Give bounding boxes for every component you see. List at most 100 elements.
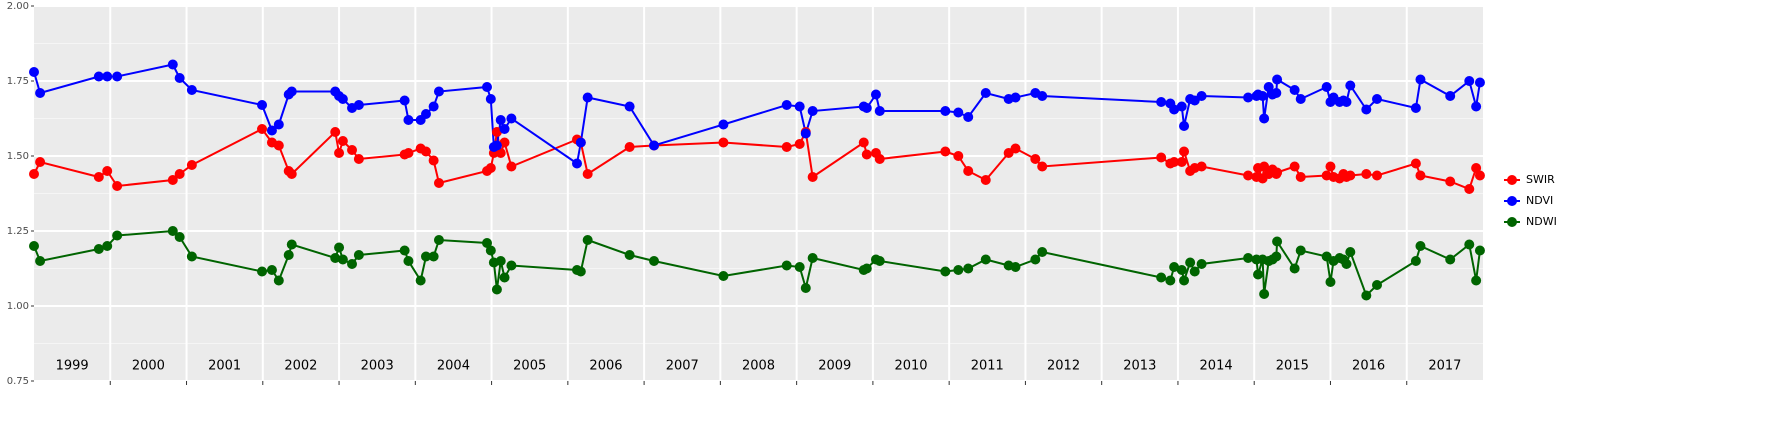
point	[1345, 170, 1356, 181]
point	[1165, 275, 1176, 286]
point	[506, 161, 517, 172]
point	[1169, 157, 1180, 167]
point	[963, 263, 974, 274]
point	[428, 251, 439, 262]
point	[624, 142, 635, 152]
point	[428, 155, 439, 166]
point	[1445, 91, 1456, 101]
point	[35, 88, 46, 98]
point	[482, 238, 493, 248]
point	[1010, 92, 1021, 103]
point	[1371, 280, 1382, 290]
point	[485, 245, 496, 256]
point	[1196, 161, 1207, 172]
point	[506, 260, 517, 271]
point	[499, 124, 510, 134]
point	[186, 160, 197, 170]
point	[1295, 245, 1306, 256]
point	[286, 86, 297, 97]
point	[1196, 259, 1207, 269]
point	[807, 253, 818, 263]
point	[491, 127, 502, 137]
point	[495, 148, 506, 158]
point	[257, 100, 268, 110]
year-label: 2009	[818, 359, 851, 374]
point	[1259, 113, 1270, 124]
point	[1361, 290, 1372, 301]
point	[337, 136, 348, 146]
point	[1176, 101, 1187, 112]
point	[420, 109, 431, 119]
point	[353, 250, 364, 260]
point	[112, 181, 123, 191]
point	[963, 166, 974, 176]
point	[330, 127, 341, 137]
year-label: 1999	[56, 359, 89, 374]
point	[1295, 94, 1306, 104]
point	[1253, 269, 1264, 280]
point	[807, 106, 818, 116]
point	[1010, 143, 1021, 154]
point	[1156, 272, 1167, 283]
point	[861, 103, 872, 113]
point	[807, 172, 818, 182]
point	[1010, 262, 1021, 272]
point	[1169, 104, 1180, 115]
point	[781, 100, 792, 110]
point	[1464, 184, 1475, 194]
point	[1189, 266, 1200, 277]
point	[1271, 88, 1282, 98]
point	[781, 142, 792, 152]
point	[1243, 253, 1254, 263]
point	[499, 272, 510, 283]
point	[1345, 247, 1356, 257]
point	[649, 256, 660, 266]
point	[953, 107, 964, 118]
point	[1030, 254, 1041, 265]
year-label: 2004	[437, 359, 470, 374]
point	[874, 106, 885, 116]
point	[102, 71, 113, 82]
point	[273, 119, 284, 130]
year-label: 2010	[894, 359, 927, 374]
point	[506, 113, 517, 124]
point	[167, 59, 178, 70]
year-label: 2015	[1276, 359, 1309, 374]
legend-label: SWIR	[1526, 173, 1555, 186]
point	[718, 137, 729, 148]
y-tick-label: 1.50	[7, 151, 29, 162]
point	[428, 101, 439, 112]
legend-marker	[1507, 217, 1517, 227]
point	[102, 241, 113, 251]
point	[794, 139, 805, 149]
point	[1415, 241, 1426, 251]
point	[403, 256, 414, 266]
point	[1289, 263, 1300, 274]
point	[485, 163, 496, 173]
point	[495, 256, 506, 266]
point	[794, 262, 805, 272]
point	[167, 226, 178, 236]
point	[718, 271, 729, 281]
y-tick-label: 1.75	[7, 76, 29, 87]
point	[1179, 121, 1190, 131]
year-label: 2002	[284, 359, 317, 374]
point	[286, 169, 297, 179]
y-tick-label: 0.75	[7, 376, 29, 387]
point	[1471, 101, 1482, 112]
point	[940, 266, 951, 277]
point	[624, 101, 635, 112]
point	[353, 100, 364, 110]
year-label: 2011	[971, 359, 1004, 374]
legend-label: NDWI	[1526, 215, 1557, 228]
point	[1464, 239, 1475, 250]
point	[1272, 74, 1283, 85]
point	[1243, 92, 1254, 103]
point	[1156, 152, 1167, 163]
year-label: 2006	[589, 359, 622, 374]
point	[491, 140, 502, 151]
point	[1271, 251, 1282, 262]
point	[1176, 265, 1187, 275]
point	[347, 259, 358, 269]
point	[334, 148, 345, 158]
